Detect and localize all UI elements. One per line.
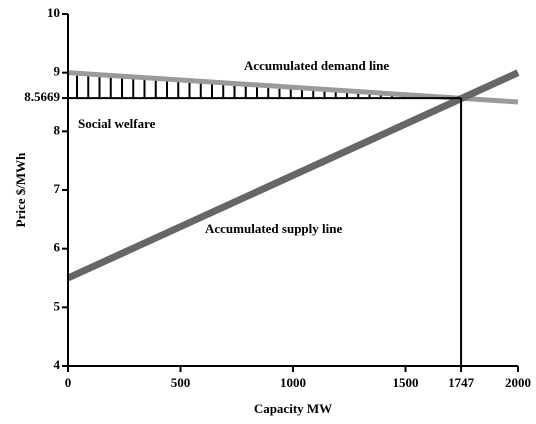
x-tick-label: 500 [171,375,191,390]
y-axis-label: Price $/MWh [13,152,28,227]
y-tick-label: 6 [54,240,61,255]
x-tick-label: 1000 [280,375,306,390]
annotation: Accumulated demand line [244,58,389,73]
y-tick-label: 8 [54,122,61,137]
annotation: Social welfare [78,116,156,131]
series-line [66,69,520,282]
x-tick-label: 0 [65,375,72,390]
y-tick-label: 7 [54,181,61,196]
x-tick-label: 1500 [393,375,419,390]
y-tick-label: 4 [54,357,61,372]
y-tick-label: 8.5669 [24,89,60,104]
y-tick-label: 10 [47,5,60,20]
x-axis-label: Capacity MW [254,401,332,416]
x-tick-label: 1747 [448,375,475,390]
x-tick-label: 2000 [505,375,531,390]
annotation: Accumulated supply line [205,221,342,236]
y-tick-label: 5 [54,298,61,313]
y-tick-label: 9 [54,64,61,79]
